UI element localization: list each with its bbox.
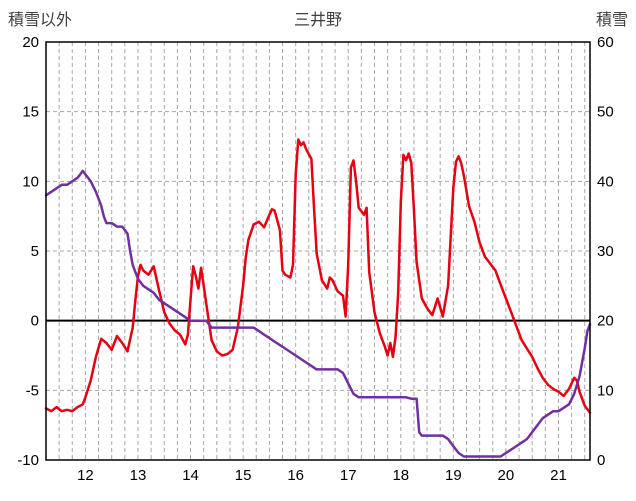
plot-frame [45,41,591,461]
left-axis-tick-label: -5 [26,382,39,399]
right-axis-tick-label: 30 [597,243,614,260]
x-axis-tick-label: 16 [287,467,304,484]
x-axis-tick-label: 17 [340,467,357,484]
right-axis-title: 積雪 [595,12,628,29]
right-axis-tick-label: 50 [597,104,614,121]
x-axis-tick-label: 15 [235,467,252,484]
left-axis-tick-label: 0 [31,313,39,330]
x-axis-tick-label: 12 [77,467,94,484]
right-axis-tick-label: 60 [597,34,614,51]
x-axis-tick-label: 18 [392,467,409,484]
left-axis-title: 積雪以外 [8,12,73,29]
left-axis-tick-label: 15 [22,104,39,121]
x-axis-tick-label: 19 [445,467,462,484]
left-axis-tick-label: -10 [17,452,39,469]
right-axis-tick-label: 20 [597,313,614,330]
right-axis-tick-label: 0 [597,452,605,469]
left-axis-tick-label: 10 [22,173,39,190]
series-line-right [44,169,592,458]
right-axis-tick-label: 10 [597,382,614,399]
x-axis-tick-label: 21 [550,467,567,484]
left-axis-tick-label: 5 [31,243,39,260]
series-line-left [44,138,592,414]
left-axis-tick-label: 20 [22,34,39,51]
right-axis-tick-label: 40 [597,173,614,190]
x-axis-tick-label: 14 [182,467,199,484]
x-axis-tick-label: 20 [498,467,515,484]
x-axis-tick-label: 13 [130,467,147,484]
chart-title: 三井野 [293,12,342,29]
